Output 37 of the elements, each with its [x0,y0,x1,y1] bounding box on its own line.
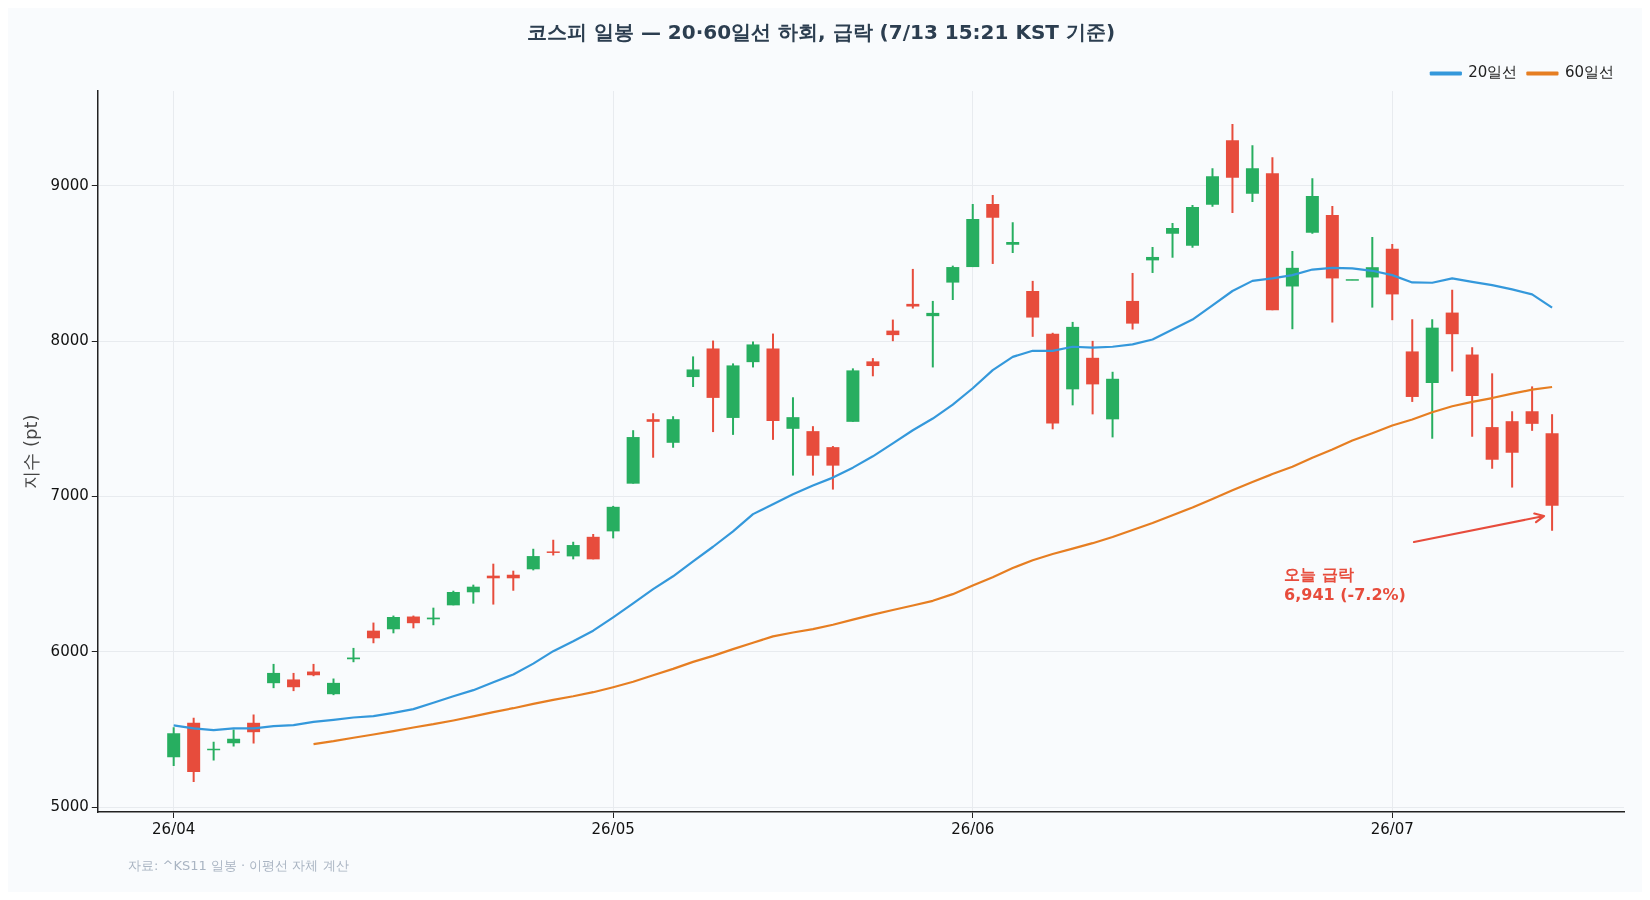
candlestick [746,340,760,369]
candlestick [986,194,1000,265]
x-tick-label: 26/04 [152,819,196,838]
candlestick [1006,221,1020,255]
candlestick [686,355,700,389]
candlestick [646,412,660,459]
x-tick-label: 26/07 [1370,819,1414,838]
candlestick [826,445,840,491]
candlestick [1166,222,1180,259]
y-tick-label: 8000 [50,331,89,350]
candlestick [1525,385,1539,432]
candlestick [926,299,940,369]
candlestick [1126,271,1140,331]
candlestick [366,621,380,645]
y-tick-label: 9000 [50,175,89,194]
y-tick-label: 6000 [50,641,89,660]
legend-label: 20일선 [1468,63,1518,82]
candlestick [666,415,680,449]
candlestick [946,264,960,301]
candlestick [526,547,540,572]
candlestick [786,396,800,477]
x-tick-label: 26/06 [951,819,995,838]
y-axis-title: 지수 (pt) [20,414,42,489]
candlestick [1445,288,1459,373]
candlestick [267,662,281,690]
legend-label: 60일선 [1564,63,1615,82]
candlestick [586,533,600,561]
x-tick-label: 26/05 [591,819,635,838]
text: 자료: ^KS11 일봉 · 이평선 자체 계산 [128,858,349,873]
chart-title: 코스피 일봉 — 20·60일선 하회, 급락 (7/13 15:21 KST 기준) [526,20,1116,45]
candlestick [906,267,920,310]
y-tick-label: 5000 [50,797,89,816]
candlestick [287,671,301,693]
y-tick-label: 7000 [50,486,89,505]
annotation: 오늘 급락 6,941 (-7.2%) [1284,564,1406,604]
candlestick [167,726,181,768]
candlestick [866,357,880,378]
